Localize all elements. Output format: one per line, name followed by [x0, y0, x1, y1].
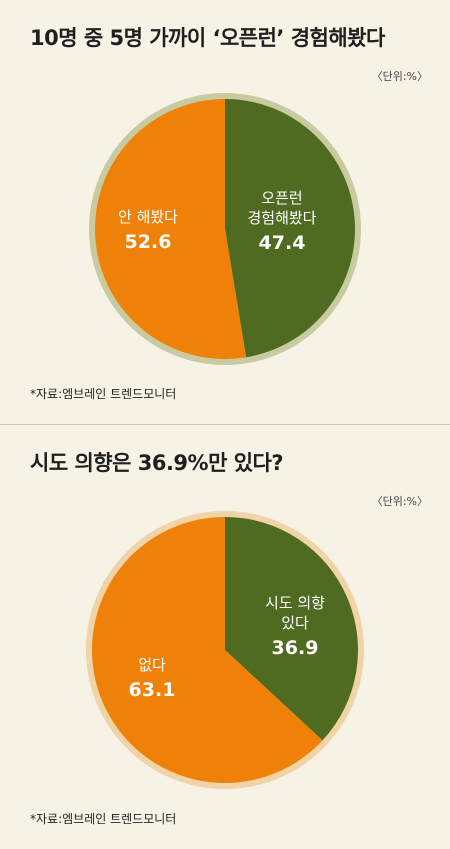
pie-slice-1 — [92, 517, 323, 783]
slice-label-text: 경험해봤다 — [247, 209, 316, 227]
chart-title: 시도 의향은 36.9%만 있다? — [30, 451, 284, 475]
pie-slice-0 — [225, 517, 359, 741]
chart-title: 10명 중 5명 가까이 ‘오픈런’ 경험해봤다 — [30, 26, 385, 50]
pie-slice-0 — [225, 99, 355, 358]
slice-value-label: 47.4 — [259, 232, 306, 254]
unit-label: 〈단위:%〉 — [371, 70, 428, 83]
unit-label: 〈단위:%〉 — [371, 495, 428, 508]
slice-label-text: 있다 — [281, 614, 309, 632]
source-note: *자료:엠브레인 트렌드모니터 — [30, 387, 177, 401]
slice-value-label: 36.9 — [272, 637, 319, 659]
slice-label-text: 안 해봤다 — [118, 208, 178, 226]
slice-value-label: 52.6 — [125, 231, 172, 253]
slice-value-label: 63.1 — [129, 679, 176, 701]
pie-slice-1 — [94, 99, 247, 360]
source-note: *자료:엠브레인 트렌드모니터 — [30, 812, 177, 826]
section-divider — [0, 424, 450, 425]
slice-label-text: 없다 — [138, 656, 166, 674]
slice-label-text: 오픈런 — [261, 189, 302, 207]
slice-label-text: 시도 의향 — [265, 594, 325, 612]
